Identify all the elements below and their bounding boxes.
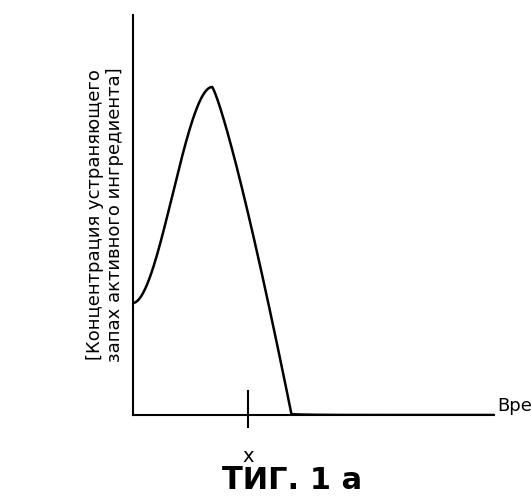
Text: ΤИГ. 1 а: ΤИГ. 1 а (222, 466, 362, 495)
Text: Время: Время (498, 397, 531, 415)
Text: x: x (243, 447, 254, 466)
Y-axis label: [Концентрация устраняющего
запах активного ингредиента]: [Концентрация устраняющего запах активно… (85, 68, 124, 362)
